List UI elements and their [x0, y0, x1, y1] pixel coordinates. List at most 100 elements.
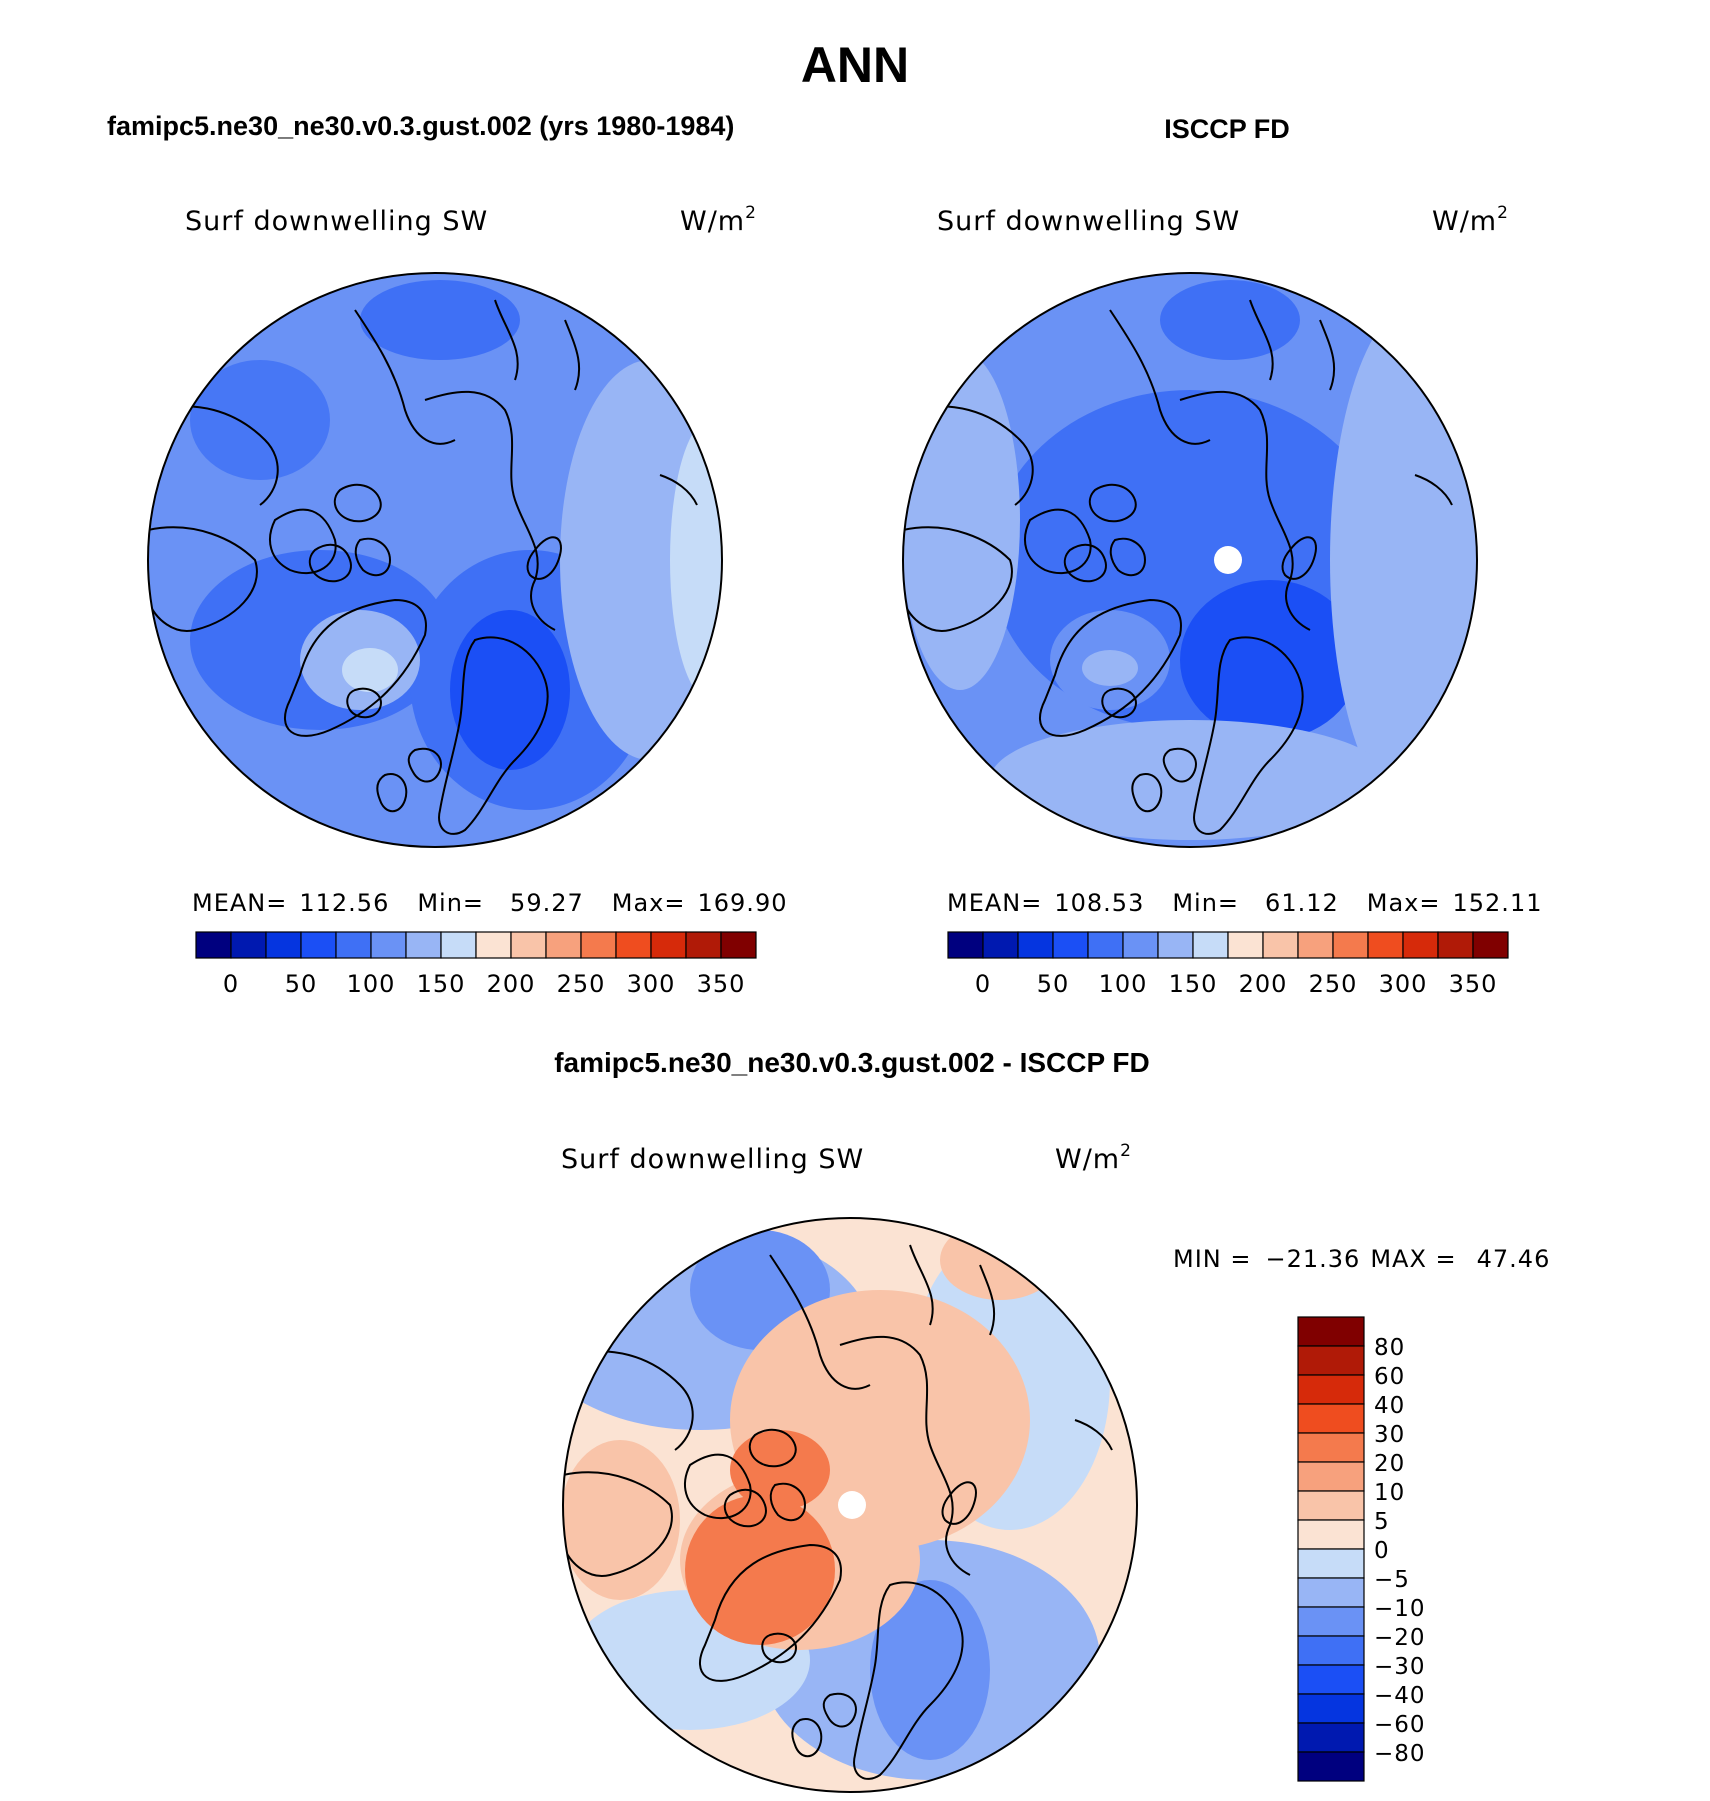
colorbar-swatch: [1157, 931, 1194, 959]
panel-diff-stats: MIN = −21.36 MAX = 47.46: [1173, 1245, 1550, 1273]
colorbar-swatch: [1297, 1751, 1365, 1782]
colorbar-swatch: [265, 931, 302, 959]
colorbar-swatch: [1297, 1345, 1365, 1376]
colorbar-tick-label: 150: [1169, 970, 1218, 998]
panel-obs-variable: Surf downwelling SW: [937, 206, 1240, 237]
colorbar-tick-label: 0: [1374, 1538, 1390, 1564]
colorbar-swatch: [300, 931, 337, 959]
panel-model-stats: MEAN= 112.56 Min= 59.27 Max= 169.90: [192, 889, 787, 917]
colorbar-tick-label: 0: [975, 970, 991, 998]
colorbar-tick-label: −30: [1374, 1654, 1426, 1680]
colorbar-tick-label: 40: [1374, 1393, 1405, 1419]
panel-diff: famipc5.ne30_ne30.v0.3.gust.002 - ISCCP …: [554, 1047, 1550, 1793]
colorbar-swatch: [1297, 1461, 1365, 1492]
colorbar-swatch: [1297, 1664, 1365, 1695]
colorbar-tick-label: 20: [1374, 1451, 1405, 1477]
colorbar-swatch: [195, 931, 232, 959]
colorbar-swatch: [1122, 931, 1159, 959]
colorbar-swatch: [545, 931, 582, 959]
colorbar-swatch: [1472, 931, 1509, 959]
colorbar-swatch: [1332, 931, 1369, 959]
colorbar-tick-label: −60: [1374, 1712, 1426, 1738]
colorbar-swatch: [230, 931, 267, 959]
colorbar-swatch: [510, 931, 547, 959]
colorbar-swatch: [615, 931, 652, 959]
colorbar-tick-label: 350: [697, 970, 746, 998]
colorbar-swatch: [440, 931, 477, 959]
colorbar-swatch: [475, 931, 512, 959]
colorbar-tick-label: 10: [1374, 1480, 1405, 1506]
colorbar-swatch: [1087, 931, 1124, 959]
colorbar-tick-label: −5: [1374, 1567, 1410, 1593]
colorbar-swatch: [650, 931, 687, 959]
colorbar-swatch: [1297, 1519, 1365, 1550]
colorbar-swatch: [947, 931, 984, 959]
colorbar-tick-label: 100: [1099, 970, 1148, 998]
panel-obs-heading: ISCCP FD: [1164, 114, 1290, 144]
colorbar-tick-label: 50: [1037, 970, 1070, 998]
colorbar-tick-label: 300: [627, 970, 676, 998]
map-diff-border: [562, 1217, 1138, 1793]
colorbar-swatch: [1262, 931, 1299, 959]
panel-diff-units: W/m2: [1055, 1141, 1132, 1175]
panel-diff-heading: famipc5.ne30_ne30.v0.3.gust.002 - ISCCP …: [554, 1047, 1150, 1078]
colorbar-tick-label: 30: [1374, 1422, 1405, 1448]
panel-model-units: W/m2: [680, 203, 757, 237]
colorbar-swatch: [1017, 931, 1054, 959]
colorbar-swatch: [1297, 931, 1334, 959]
colorbar-swatch: [580, 931, 617, 959]
colorbar-tick-label: 60: [1374, 1364, 1405, 1390]
main-title: ANN: [801, 37, 909, 93]
colorbar-tick-label: 200: [487, 970, 536, 998]
colorbar-swatch: [1297, 1432, 1365, 1463]
panel-model-heading: famipc5.ne30_ne30.v0.3.gust.002 (yrs 198…: [107, 111, 734, 141]
colorbar-tick-label: 50: [285, 970, 318, 998]
map-diff: [563, 1218, 1137, 1792]
colorbar-tick-label: 250: [557, 970, 606, 998]
colorbar-swatch: [1297, 1548, 1365, 1579]
colorbar-swatch: [1192, 931, 1229, 959]
colorbar-swatch: [685, 931, 722, 959]
colorbar-tick-label: 0: [223, 970, 239, 998]
colorbar-swatch: [1437, 931, 1474, 959]
colorbar-tick-label: 350: [1449, 970, 1498, 998]
colorbar-swatch: [1297, 1403, 1365, 1434]
colorbar-tick-label: 5: [1374, 1509, 1390, 1535]
colorbar-diff: 80 60 40 30 20 10 5 0 −5 −10 −20 −30 −40 −60 −80: [1297, 1316, 1426, 1782]
colorbar-swatch: [1297, 1722, 1365, 1753]
colorbar-tick-label: 80: [1374, 1335, 1405, 1361]
polar-gap-obs: [1214, 546, 1242, 574]
map-model: [148, 273, 722, 847]
map-obs-border: [902, 272, 1478, 848]
colorbar-swatch: [1297, 1606, 1365, 1637]
map-obs: [903, 273, 1477, 847]
panel-obs-stats: MEAN= 108.53 Min= 61.12 Max= 152.11: [947, 889, 1542, 917]
colorbar-tick-label: −40: [1374, 1683, 1426, 1709]
colorbar-swatch: [405, 931, 442, 959]
colorbar-swatch: [1297, 1635, 1365, 1666]
colorbar-swatch: [1297, 1374, 1365, 1405]
colorbar-tick-label: 150: [417, 970, 466, 998]
colorbar-obs: 0 50 100 150 200 250 300 350: [947, 931, 1509, 998]
colorbar-swatch: [982, 931, 1019, 959]
colorbar-swatch: [720, 931, 757, 959]
panel-obs-units: W/m2: [1432, 203, 1509, 237]
panel-model-variable: Surf downwelling SW: [185, 206, 488, 237]
colorbar-tick-label: −80: [1374, 1741, 1426, 1767]
colorbar-swatch: [1367, 931, 1404, 959]
colorbar-tick-label: −20: [1374, 1625, 1426, 1651]
colorbar-swatch: [1297, 1316, 1365, 1347]
colorbar-swatch: [335, 931, 372, 959]
colorbar-tick-label: 200: [1239, 970, 1288, 998]
panel-obs: ISCCP FD Surf downwelling SW W/m2 MEAN= 1…: [902, 114, 1542, 998]
colorbar-tick-label: 300: [1379, 970, 1428, 998]
colorbar-tick-label: −10: [1374, 1596, 1426, 1622]
colorbar-swatch: [370, 931, 407, 959]
map-model-border: [147, 272, 723, 848]
colorbar-swatch: [1052, 931, 1089, 959]
panel-model: famipc5.ne30_ne30.v0.3.gust.002 (yrs 198…: [107, 111, 787, 998]
colorbar-tick-label: 250: [1309, 970, 1358, 998]
colorbar-swatch: [1297, 1693, 1365, 1724]
panel-diff-variable: Surf downwelling SW: [561, 1144, 864, 1175]
